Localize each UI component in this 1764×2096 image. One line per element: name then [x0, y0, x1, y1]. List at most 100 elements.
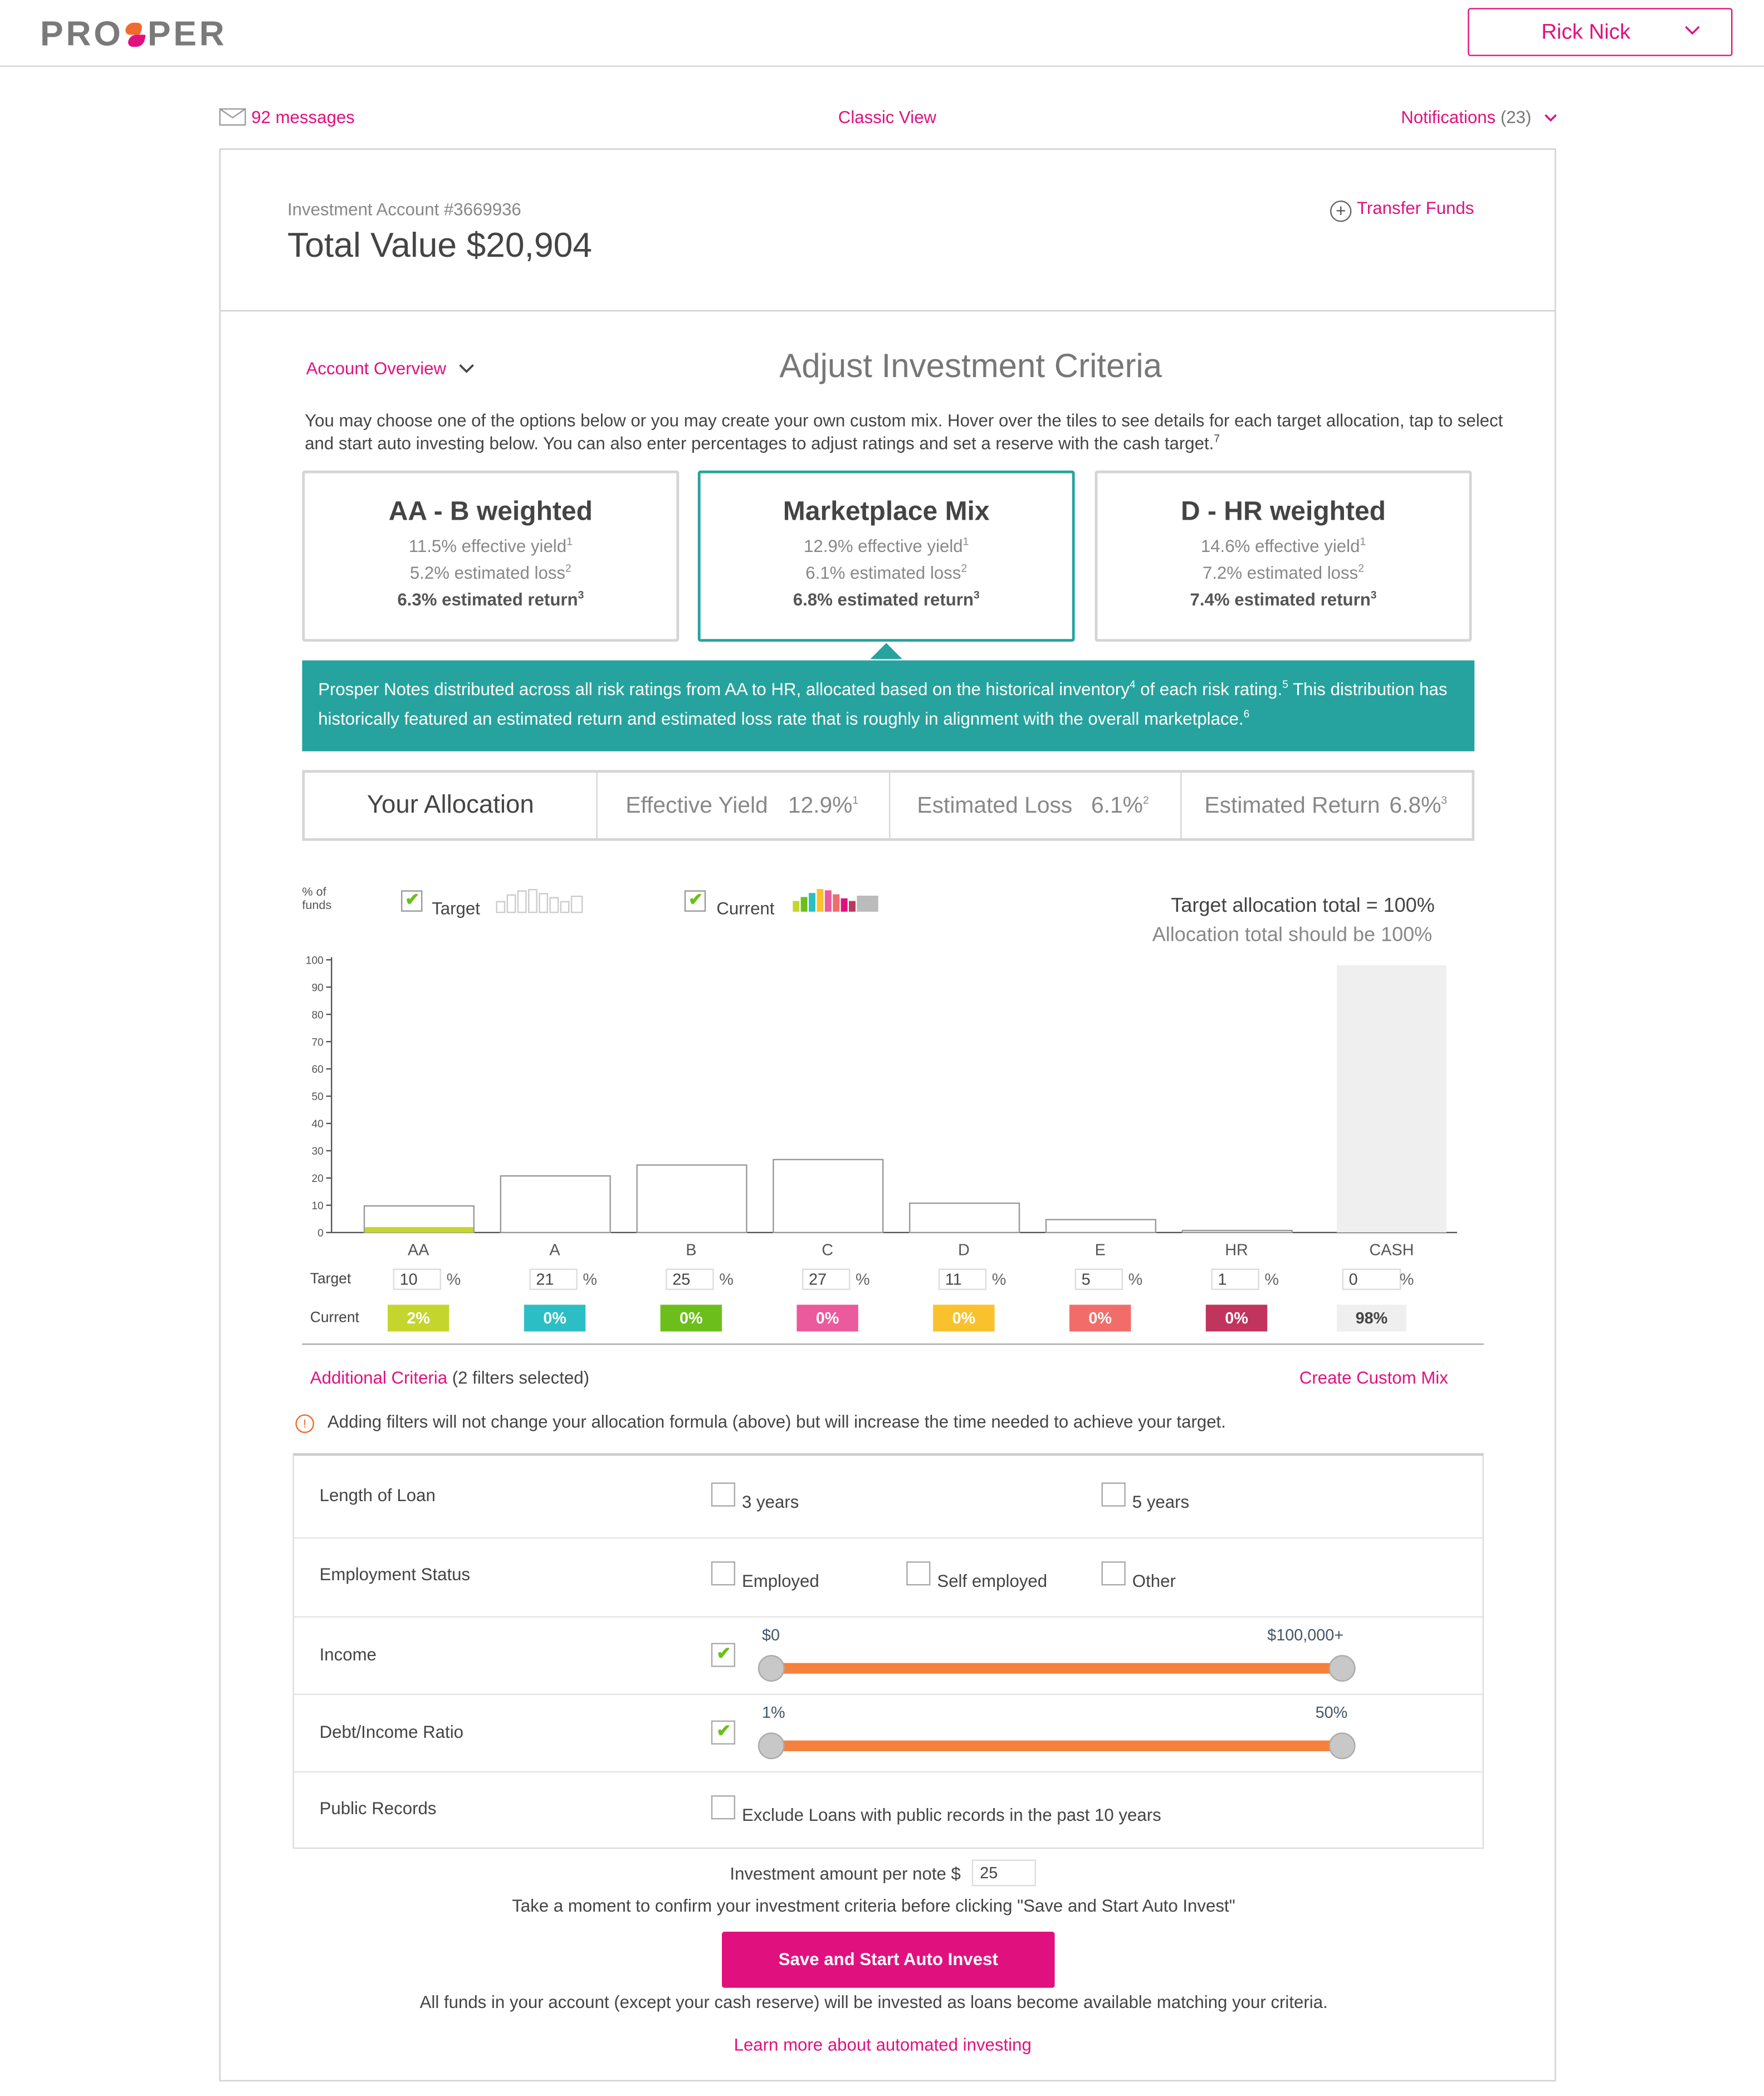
dti-slider-track[interactable] — [771, 1740, 1343, 1752]
dti-max-value: 50% — [1315, 1703, 1348, 1722]
income-checkbox[interactable]: ✔ — [711, 1643, 735, 1667]
tile-title: AA - B weighted — [388, 497, 593, 527]
target-bar — [500, 1175, 611, 1234]
public-records-checkbox[interactable] — [711, 1795, 735, 1820]
income-max-handle[interactable] — [1328, 1655, 1356, 1682]
dti-checkbox[interactable]: ✔ — [711, 1720, 735, 1745]
current-bar-cash — [1337, 965, 1447, 1233]
target-checkbox[interactable]: ✔ — [401, 889, 423, 912]
y-tick-label: 40 — [311, 1118, 323, 1130]
current-badge: 0% — [797, 1304, 858, 1332]
employed-checkbox[interactable] — [711, 1561, 735, 1586]
filter-row-employment: Employment Status Employed Self employed… — [294, 1537, 1483, 1618]
target-input[interactable]: 11 — [938, 1268, 987, 1290]
target-input[interactable]: 1 — [1211, 1268, 1259, 1290]
self-employed-checkbox[interactable] — [906, 1561, 931, 1586]
y-tick-label: 30 — [311, 1146, 323, 1157]
y-tick-label: 10 — [311, 1200, 323, 1212]
target-input[interactable]: 10 — [393, 1268, 442, 1290]
target-input[interactable]: 5 — [1074, 1268, 1123, 1290]
current-badge: 0% — [933, 1304, 995, 1332]
x-tick-label: D — [958, 1242, 970, 1259]
income-min-handle[interactable] — [758, 1655, 785, 1682]
target-input[interactable]: 27 — [802, 1268, 851, 1290]
percent-sign: % — [1264, 1270, 1279, 1289]
logo-mark-icon — [125, 21, 146, 48]
mix-tile[interactable]: Marketplace Mix 12.9% effective yield1 6.1… — [697, 470, 1075, 642]
user-name: Rick Nick — [1541, 21, 1631, 45]
tile-yield: 12.9% effective yield1 — [804, 535, 969, 556]
filter-option-label: Self employed — [937, 1571, 1048, 1591]
user-menu-button[interactable]: Rick Nick — [1468, 8, 1733, 56]
current-bar — [365, 1227, 473, 1233]
x-tick-label: HR — [1225, 1242, 1248, 1259]
tile-loss: 6.1% estimated loss2 — [805, 562, 967, 583]
target-input[interactable]: 0 — [1342, 1268, 1401, 1290]
filters-warning: ! Adding filters will not change your all… — [295, 1411, 1226, 1433]
save-and-start-button[interactable]: Save and Start Auto Invest — [722, 1932, 1055, 1988]
investment-amount-label: Investment amount per note $ — [730, 1863, 961, 1884]
current-checkbox[interactable]: ✔ — [684, 889, 706, 912]
percent-sign: % — [583, 1270, 598, 1289]
tile-return: 6.8% estimated return3 — [793, 589, 980, 610]
target-input[interactable]: 25 — [666, 1268, 714, 1290]
filter-label: Income — [319, 1644, 377, 1664]
target-input[interactable]: 21 — [529, 1268, 578, 1290]
mix-tile[interactable]: D - HR weighted 14.6% effective yield1 7.2… — [1094, 470, 1472, 642]
divider — [302, 1343, 1484, 1345]
effective-yield-cell: Effective Yield 12.9%1 — [596, 773, 889, 838]
percent-sign: % — [719, 1270, 734, 1289]
messages-link[interactable]: 92 messages — [219, 107, 355, 127]
all-funds-note: All funds in your account (except your c… — [419, 1992, 1328, 2012]
5-years-checkbox[interactable] — [1101, 1482, 1126, 1507]
target-allocation-total: Target allocation total = 100% — [1171, 894, 1435, 917]
page-title: Adjust Investment Criteria — [779, 348, 1162, 385]
investment-amount-input[interactable]: 25 — [971, 1859, 1037, 1887]
y-axis-unit: % of funds — [302, 885, 332, 912]
prosper-logo[interactable]: PRO PER — [40, 13, 227, 53]
filter-option-label: Exclude Loans with public records in the… — [742, 1805, 1161, 1825]
dti-max-handle[interactable] — [1328, 1732, 1356, 1760]
current-legend-label: Current — [716, 898, 775, 918]
x-tick-label: E — [1095, 1242, 1106, 1259]
tile-return: 6.3% estimated return3 — [397, 589, 584, 610]
target-bar — [1045, 1219, 1157, 1234]
mix-description: Prosper Notes distributed across all ris… — [302, 660, 1475, 751]
target-bar — [773, 1159, 884, 1234]
filter-label: Debt/Income Ratio — [319, 1722, 464, 1742]
notifications-count: (23) — [1500, 107, 1532, 128]
current-badge: 0% — [660, 1304, 722, 1332]
y-tick-label: 60 — [311, 1064, 323, 1076]
other-checkbox[interactable] — [1101, 1561, 1126, 1586]
dti-min-handle[interactable] — [758, 1732, 785, 1760]
percent-sign: % — [1128, 1270, 1143, 1289]
filter-label: Length of Loan — [319, 1485, 436, 1506]
tile-loss: 5.2% estimated loss2 — [409, 562, 571, 583]
income-slider-track[interactable] — [771, 1663, 1343, 1674]
3-years-checkbox[interactable] — [711, 1482, 735, 1507]
account-overview-dropdown[interactable]: Account Overview — [306, 358, 475, 378]
mix-tile[interactable]: AA - B weighted 11.5% effective yield1 5.2… — [302, 470, 680, 642]
y-tick-label: 100 — [306, 955, 324, 966]
tile-pointer — [870, 643, 903, 659]
divider — [221, 310, 1555, 312]
learn-more-link[interactable]: Learn more about automated investing — [734, 2034, 1032, 2055]
additional-criteria[interactable]: Additional Criteria (2 filters selected) — [310, 1367, 589, 1388]
confirm-text: Take a moment to confirm your investment… — [512, 1895, 1235, 1916]
transfer-funds-link[interactable]: + Transfer Funds — [1330, 198, 1474, 222]
classic-view-link[interactable]: Classic View — [838, 107, 937, 128]
filter-option-label: Other — [1132, 1571, 1176, 1591]
create-custom-mix-link[interactable]: Create Custom Mix — [1299, 1367, 1448, 1388]
estimated-return-cell: Estimated Return 6.8%3 — [1180, 773, 1473, 838]
y-tick-label: 70 — [311, 1037, 323, 1048]
filter-option-label: Employed — [742, 1571, 819, 1591]
tile-loss: 7.2% estimated loss2 — [1203, 562, 1364, 583]
notifications-menu[interactable]: Notifications (23) — [1401, 107, 1557, 127]
x-tick-label: C — [822, 1242, 833, 1259]
current-badge: 0% — [524, 1304, 586, 1332]
allocation-summary: Your Allocation Effective Yield 12.9%1 Es… — [302, 770, 1475, 841]
income-max-value: $100,000+ — [1267, 1625, 1344, 1644]
y-tick-label: 50 — [311, 1091, 323, 1103]
